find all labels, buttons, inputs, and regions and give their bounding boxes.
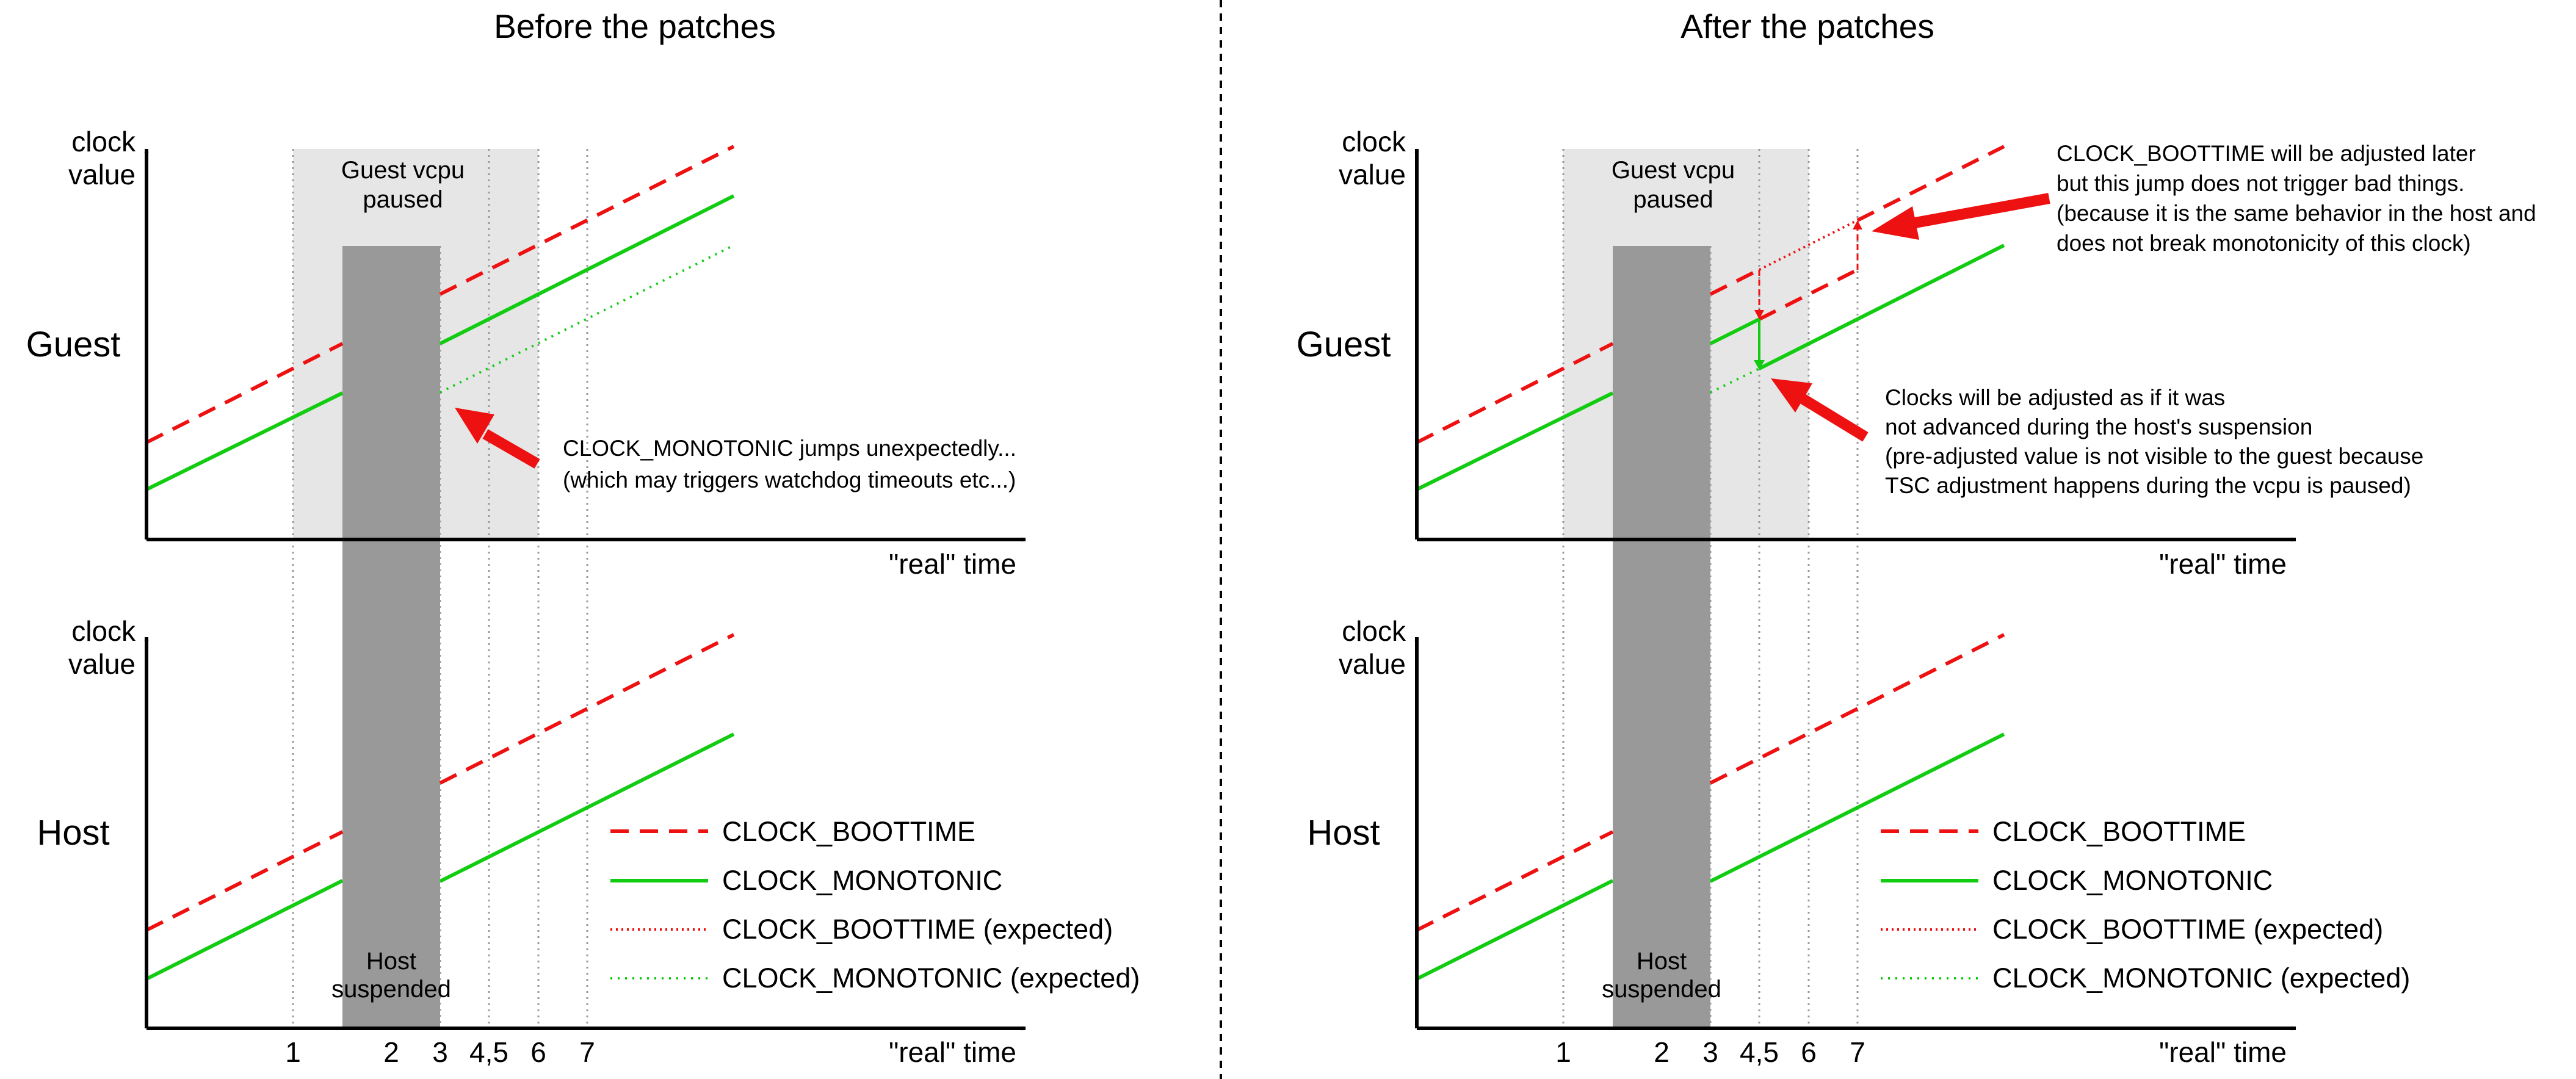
panel-title: After the patches [1681, 7, 1934, 45]
row-label-host: Host [37, 813, 109, 853]
paused-label-line1: Guest vcpu [341, 157, 465, 184]
tick-label: 7 [1850, 1036, 1865, 1068]
guest-boottime-line [1416, 342, 1614, 444]
guest-series [1416, 145, 2005, 491]
guest-monotonic-line [1416, 391, 1614, 491]
legend-label: CLOCK_BOOTTIME [722, 816, 975, 847]
x-axis-label: "real" time [889, 548, 1016, 580]
legend-label: CLOCK_MONOTONIC (expected) [722, 962, 1140, 994]
panel-before: Before the patches Guest vcpu paused [26, 7, 1140, 1068]
x-axis-label: "real" time [889, 1036, 1016, 1068]
annotation-line: TSC adjustment happens during the vcpu i… [1885, 473, 2411, 498]
legend-label: CLOCK_BOOTTIME (expected) [722, 914, 1113, 945]
y-axis-label: value [68, 648, 136, 680]
legend: CLOCK_BOOTTIME CLOCK_MONOTONIC CLOCK_BOO… [610, 816, 1140, 994]
guest-boottime-line [145, 342, 344, 444]
annotation-line: Clocks will be adjusted as if it was [1885, 385, 2225, 410]
legend-label: CLOCK_BOOTTIME [1992, 816, 2246, 847]
y-axis-label: value [1339, 648, 1406, 680]
legend-label: CLOCK_MONOTONIC [722, 865, 1002, 896]
annotation-line: CLOCK_BOOTTIME will be adjusted later [2057, 141, 2476, 166]
annotation-line: (pre-adjusted value is not visible to th… [1885, 444, 2423, 469]
y-axis-label: clock [71, 615, 136, 647]
guest-monotonic-line-after [1758, 244, 2005, 370]
annotation-line: does not break monotonicity of this cloc… [2057, 231, 2471, 256]
host-monotonic-line [1416, 879, 1614, 981]
panel-title: Before the patches [494, 7, 776, 45]
tick-label: 2 [383, 1036, 399, 1068]
row-label-guest: Guest [26, 325, 121, 364]
suspended-label-line1: Host [366, 948, 416, 975]
suspended-label-line2: suspended [1602, 976, 1721, 1003]
monotonic-jump-arrow [455, 408, 540, 469]
y-axis-label: clock [71, 126, 136, 157]
guest-axes [144, 148, 1026, 542]
paused-label-line2: paused [1633, 186, 1713, 213]
legend-label: CLOCK_BOOTTIME (expected) [1992, 914, 2383, 945]
host-monotonic-line-after [439, 732, 735, 883]
tick-label: 4,5 [1740, 1036, 1779, 1068]
tick-label: 3 [432, 1036, 448, 1068]
annotation-line: not advanced during the host's suspensio… [1885, 414, 2312, 439]
legend: CLOCK_BOOTTIME CLOCK_MONOTONIC CLOCK_BOO… [1881, 816, 2410, 994]
guest-boottime-line-mid [1709, 268, 1760, 296]
host-monotonic-line-after [1709, 732, 2005, 883]
guest-boottime-expected-line [1759, 219, 1858, 271]
time-guides [1562, 149, 1859, 1028]
tick-label: 1 [285, 1036, 301, 1068]
y-axis-label: clock [1342, 126, 1406, 157]
host-series [1416, 633, 2005, 981]
host-suspended-region [342, 246, 440, 1028]
host-boottime-line [1416, 830, 1614, 932]
annotation-line: CLOCK_MONOTONIC jumps unexpectedly... [563, 436, 1016, 461]
guest-monotonic-expected-line [1710, 367, 1760, 394]
annotation-line: but this jump does not trigger bad thing… [2057, 171, 2464, 196]
tick-label: 7 [579, 1036, 595, 1068]
host-monotonic-line [145, 879, 344, 981]
legend-label: CLOCK_MONOTONIC [1992, 865, 2273, 896]
paused-label-line2: paused [363, 186, 443, 213]
guest-boottime-line-after [439, 145, 735, 296]
y-axis-label: value [68, 159, 136, 190]
guest-axes [1414, 148, 2296, 542]
host-axes [144, 637, 1026, 1031]
tick-label: 4,5 [469, 1036, 508, 1068]
boottime-adjust-arrow [1872, 193, 2050, 240]
clock-adjust-arrow [1771, 378, 1869, 442]
host-suspended-region [1613, 246, 1710, 1028]
suspended-label-line1: Host [1637, 948, 1687, 975]
guest-boottime-line-after [1758, 268, 1859, 321]
tick-label: 1 [1555, 1036, 1571, 1068]
annotation-line: (which may triggers watchdog timeouts et… [563, 467, 1016, 493]
host-boottime-line-after [439, 633, 735, 785]
panel-after: After the patches Guest vcpu paused [1297, 7, 2536, 1068]
tick-label: 6 [530, 1036, 546, 1068]
guest-series [145, 145, 735, 491]
row-label-host: Host [1307, 813, 1380, 853]
tick-label: 3 [1702, 1036, 1718, 1068]
row-label-guest: Guest [1297, 325, 1391, 364]
tick-label: 6 [1801, 1036, 1817, 1068]
y-axis-label: value [1339, 159, 1406, 190]
guest-monotonic-line-after [439, 194, 735, 345]
annotation-line: (because it is the same behavior in the … [2057, 201, 2536, 226]
x-axis-label: "real" time [2159, 1036, 2287, 1068]
guest-monotonic-line-mid [1709, 317, 1760, 345]
suspended-label-line2: suspended [331, 976, 451, 1003]
host-boottime-line-after [1709, 633, 2005, 785]
host-boottime-line [145, 830, 344, 932]
tick-label: 2 [1654, 1036, 1670, 1068]
paused-label-line1: Guest vcpu [1612, 157, 1735, 184]
host-series [145, 633, 735, 981]
x-axis-label: "real" time [2159, 548, 2287, 580]
host-axes [1414, 637, 2296, 1031]
legend-label: CLOCK_MONOTONIC (expected) [1992, 962, 2410, 994]
y-axis-label: clock [1342, 615, 1406, 647]
guest-monotonic-line [145, 391, 344, 491]
